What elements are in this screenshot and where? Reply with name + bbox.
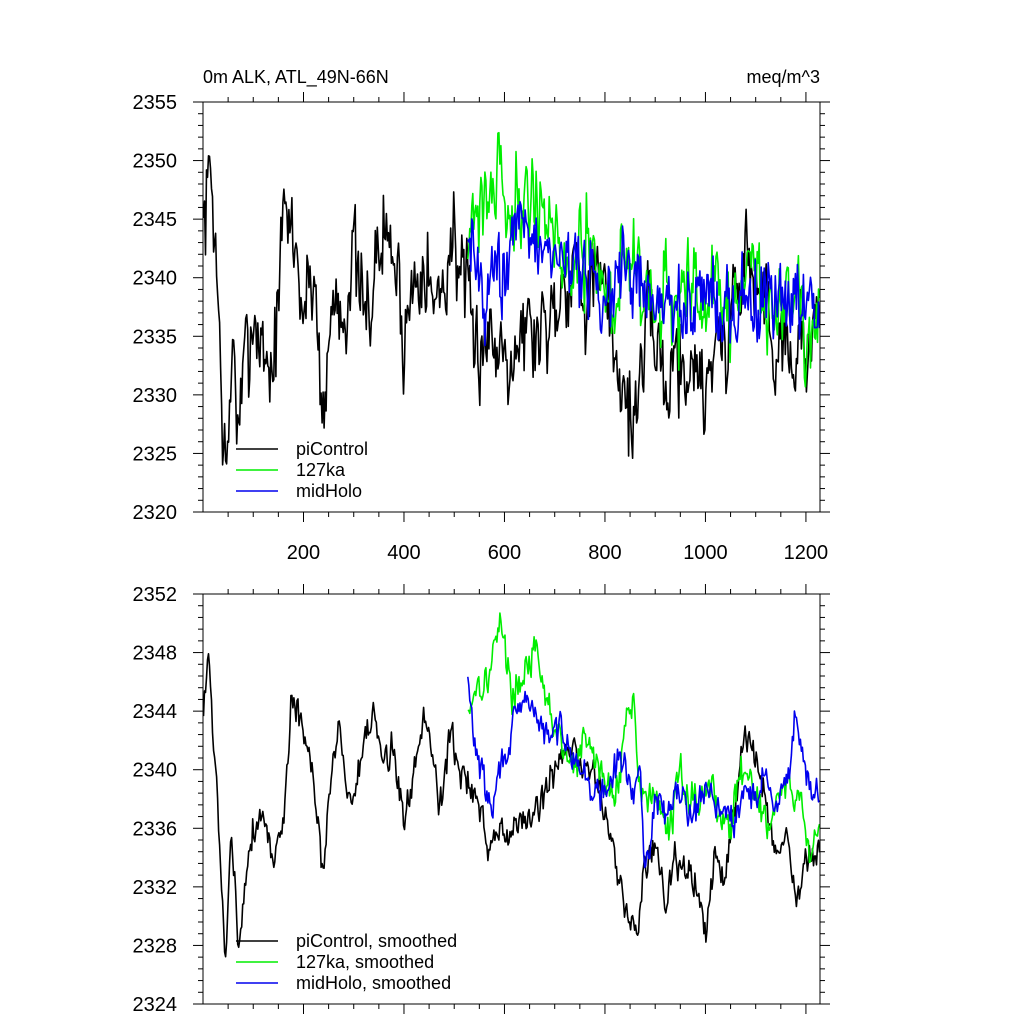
y-tick-label: 2344 xyxy=(133,701,178,723)
bottom-panel-lines xyxy=(202,612,821,958)
y-tick-label: 2340 xyxy=(133,760,178,782)
x-tick-label: 400 xyxy=(387,542,420,564)
bottom-panel-frame xyxy=(202,593,821,1005)
bottom-panel: 2324 2328 2332 2336 2340 2344 2348 2352 piContr… xyxy=(133,584,830,1016)
y-tick-label: 2345 xyxy=(133,209,178,231)
x-tick-label: 200 xyxy=(287,542,320,564)
series-line-picontrol-smoothed xyxy=(202,653,821,958)
bottom-panel-ticks: 2324 2328 2332 2336 2340 2344 2348 2352 xyxy=(133,584,830,1016)
series-line-midholo xyxy=(467,200,821,347)
series-line-midholo-smoothed xyxy=(467,676,821,869)
y-tick-label: 2330 xyxy=(133,385,178,407)
legend-label: piControl, smoothed xyxy=(296,931,457,951)
y-tick-label: 2340 xyxy=(133,268,178,290)
y-tick-label: 2348 xyxy=(133,643,178,665)
y-tick-label: 2355 xyxy=(133,92,178,114)
series-line-127ka-smoothed xyxy=(467,612,821,864)
y-tick-label: 2335 xyxy=(133,326,178,348)
units-label: meq/m^3 xyxy=(747,67,820,87)
top-panel-frame xyxy=(202,101,821,513)
y-tick-label: 2325 xyxy=(133,443,178,465)
legend-label: piControl xyxy=(296,439,368,459)
x-tick-label: 600 xyxy=(488,542,521,564)
x-tick-label: 1000 xyxy=(683,542,728,564)
y-tick-label: 2320 xyxy=(133,502,178,524)
legend-label: midHolo xyxy=(296,481,362,501)
top-panel-lines xyxy=(202,131,821,466)
y-tick-label: 2352 xyxy=(133,584,178,606)
chart-title: 0m ALK, ATL_49N-66N xyxy=(203,67,389,88)
y-tick-label: 2328 xyxy=(133,935,178,957)
y-tick-label: 2336 xyxy=(133,818,178,840)
y-tick-label: 2350 xyxy=(133,151,178,173)
top-panel: 0m ALK, ATL_49N-66N meq/m^3 2320 2325 2330… xyxy=(133,67,830,564)
top-panel-ticks: 2320 2325 2330 2335 2340 2345 2350 2355 200 400 60… xyxy=(133,92,830,564)
x-tick-label: 800 xyxy=(588,542,621,564)
legend-label: 127ka, smoothed xyxy=(296,952,434,972)
y-tick-label: 2332 xyxy=(133,877,178,899)
legend-label: midHolo, smoothed xyxy=(296,973,451,993)
y-tick-label: 2324 xyxy=(133,994,178,1016)
x-tick-label: 1200 xyxy=(784,542,829,564)
legend-label: 127ka xyxy=(296,460,346,480)
series-line-127ka xyxy=(467,131,821,388)
